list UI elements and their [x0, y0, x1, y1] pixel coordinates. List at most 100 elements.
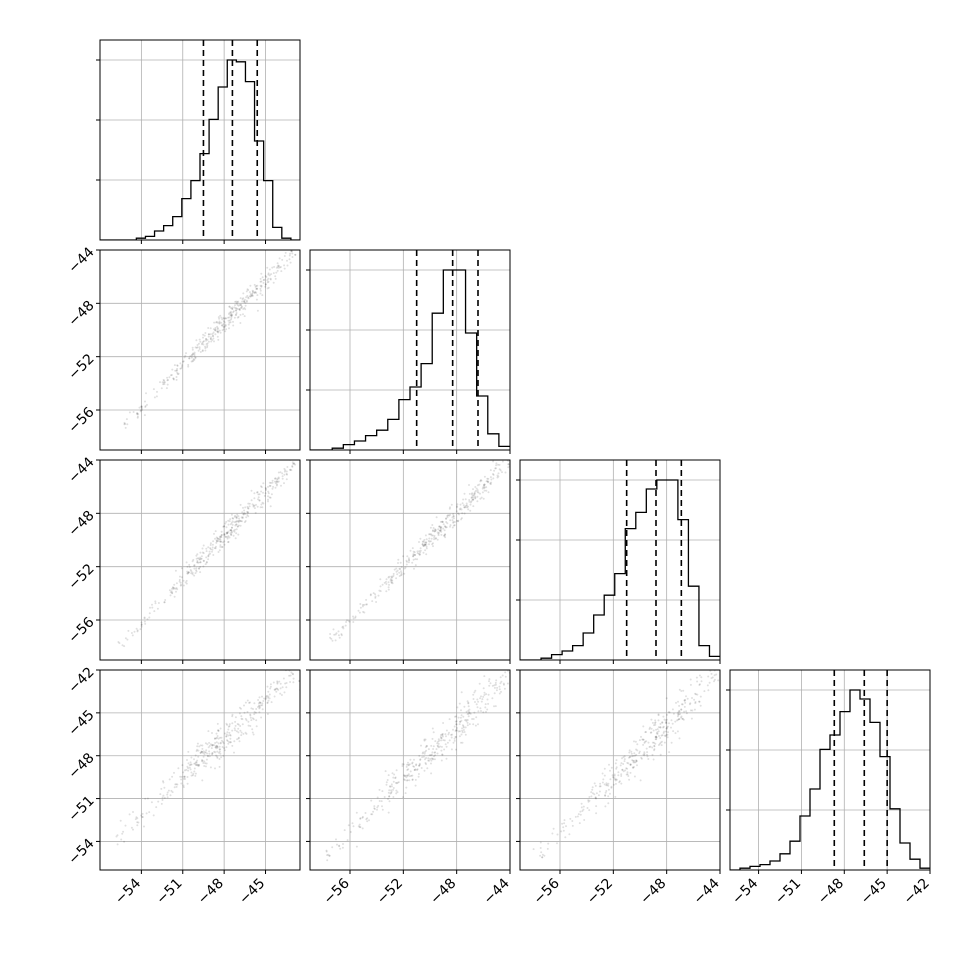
scatter-point: [379, 578, 382, 581]
scatter-point: [691, 709, 694, 712]
scatter-point: [352, 621, 355, 623]
scatter-point: [411, 762, 414, 765]
scatter-point: [272, 681, 275, 684]
scatter-point: [352, 615, 354, 618]
scatter-point: [180, 782, 183, 785]
scatter-point: [246, 510, 249, 513]
scatter-point: [253, 283, 256, 286]
scatter-point: [614, 782, 617, 785]
scatter-point: [125, 418, 128, 421]
scatter-point: [193, 564, 196, 567]
scatter-point: [243, 299, 245, 302]
scatter-point: [241, 517, 244, 520]
scatter-point: [203, 751, 206, 754]
scatter-point: [143, 617, 146, 620]
scatter-point: [482, 484, 485, 486]
scatter-point: [281, 472, 284, 475]
scatter-point: [216, 722, 219, 725]
scatter-point: [455, 723, 458, 726]
scatter-point: [665, 718, 668, 721]
scatter-point: [231, 307, 234, 310]
scatter-point: [467, 505, 469, 508]
scatter-point: [176, 364, 179, 367]
scatter-point: [211, 550, 213, 553]
scatter-point: [373, 808, 376, 810]
scatter-point: [588, 809, 591, 812]
scatter-point: [249, 714, 252, 717]
scatter-point: [450, 736, 453, 739]
scatter-point: [479, 479, 482, 482]
scatter-point: [403, 572, 406, 575]
scatter-point: [430, 757, 433, 760]
scatter-point: [473, 691, 476, 694]
scatter-point: [361, 605, 364, 608]
scatter-point: [435, 516, 438, 519]
scatter-point: [606, 783, 609, 786]
scatter-point: [458, 735, 461, 738]
scatter-point: [628, 749, 631, 752]
scatter-point: [430, 744, 433, 747]
scatter-point: [190, 774, 193, 777]
scatter-point: [494, 681, 497, 684]
scatter-point: [419, 553, 421, 556]
scatter-point: [657, 719, 660, 722]
scatter-point: [640, 757, 643, 760]
scatter-point: [253, 492, 256, 495]
scatter-point: [439, 734, 442, 736]
scatter-point: [236, 525, 239, 528]
scatter-point: [231, 523, 234, 526]
scatter-point: [607, 795, 610, 798]
scatter-point: [476, 489, 479, 492]
panel-r2-c1: [306, 459, 511, 664]
scatter-point: [259, 701, 262, 704]
scatter-point: [627, 775, 630, 777]
scatter-point: [629, 763, 632, 766]
scatter-point: [237, 515, 240, 518]
scatter-point: [269, 277, 272, 280]
scatter-point: [648, 728, 651, 730]
scatter-point: [217, 730, 220, 732]
scatter-point: [358, 823, 361, 826]
scatter-point: [423, 739, 426, 742]
scatter-point: [214, 537, 216, 540]
scatter-point: [659, 726, 662, 729]
scatter-point: [695, 693, 697, 696]
scatter-point: [171, 775, 174, 778]
scatter-point: [141, 409, 143, 411]
panel-r3-c3: [726, 669, 931, 874]
scatter-point: [347, 619, 350, 622]
scatter-point: [203, 760, 206, 763]
scatter-point: [200, 750, 203, 753]
scatter-point: [229, 734, 231, 736]
scatter-point: [571, 820, 574, 822]
scatter-point: [423, 544, 426, 546]
scatter-point: [397, 558, 400, 561]
scatter-point: [239, 729, 242, 732]
scatter-point: [251, 503, 254, 506]
scatter-point: [654, 742, 657, 745]
scatter-point: [506, 682, 509, 685]
scatter-point: [224, 323, 227, 326]
scatter-point: [258, 704, 260, 707]
scatter-point: [663, 718, 666, 721]
scatter-point: [457, 512, 459, 515]
scatter-point: [243, 509, 246, 512]
scatter-point: [471, 498, 474, 501]
contour-inner: [625, 692, 691, 762]
scatter-point: [582, 805, 585, 808]
scatter-point: [159, 793, 162, 796]
scatter-point: [715, 673, 718, 676]
scatter-point: [470, 500, 473, 503]
scatter-point: [229, 523, 232, 526]
scatter-point: [469, 712, 472, 715]
scatter-point: [293, 462, 295, 465]
scatter-point: [580, 806, 583, 809]
scatter-point: [279, 682, 282, 685]
scatter-point: [201, 551, 204, 554]
scatter-point: [232, 310, 235, 313]
scatter-point: [203, 334, 206, 337]
scatter-point: [225, 328, 228, 331]
scatter-point: [352, 617, 355, 620]
scatter-point: [188, 566, 191, 568]
